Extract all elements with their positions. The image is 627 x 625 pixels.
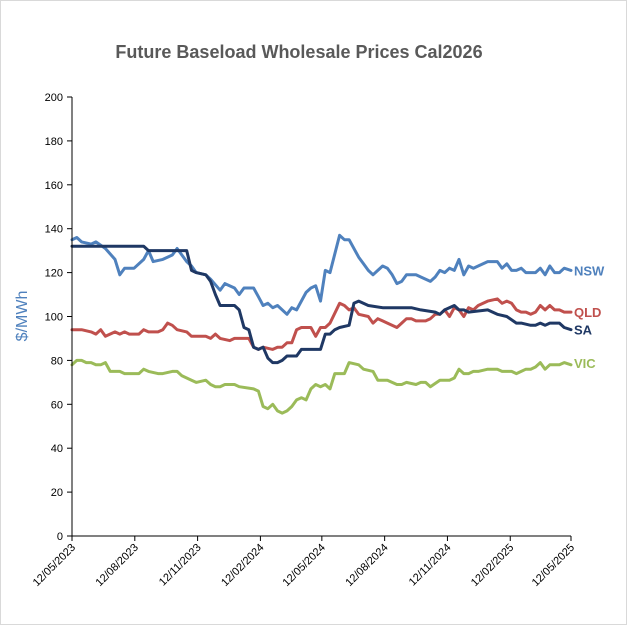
series-labels: NSW QLD SA VIC: [574, 263, 605, 370]
x-tick-label: 12/11/2023: [157, 542, 204, 589]
y-axis-label: $/MWh: [14, 291, 31, 342]
x-tick-label: 12/11/2024: [407, 542, 454, 589]
x-tick-label: 12/02/2024: [219, 542, 266, 589]
y-tick-label: 140: [45, 224, 63, 236]
y-tick-label: 100: [45, 312, 63, 324]
x-tick-label: 12/05/2024: [281, 542, 328, 589]
x-axis-ticks: 12/05/2023 12/08/2023 12/11/2023 12/02/2024…: [31, 536, 577, 589]
series-line-nsw: [70, 233, 573, 316]
x-tick-label: 12/08/2024: [343, 542, 390, 589]
y-tick-label: 0: [57, 531, 63, 543]
series-line-sa: [70, 244, 573, 365]
series-label-vic: VIC: [574, 356, 596, 371]
y-tick-label: 200: [45, 92, 63, 104]
series-label-qld: QLD: [574, 305, 601, 320]
chart-title: Future Baseload Wholesale Prices Cal2026: [115, 42, 482, 62]
series-label-sa: SA: [574, 323, 593, 338]
x-tick-label: 12/02/2025: [469, 542, 516, 589]
series-lines: [70, 233, 573, 415]
x-tick-label: 12/08/2023: [94, 542, 141, 589]
y-tick-label: 20: [51, 487, 63, 499]
y-tick-label: 160: [45, 180, 63, 192]
y-tick-label: 80: [51, 355, 63, 367]
y-tick-label: 120: [45, 268, 63, 280]
y-tick-label: 60: [51, 399, 63, 411]
x-tick-label: 12/05/2025: [530, 542, 577, 589]
y-tick-label: 180: [45, 136, 63, 148]
series-line-vic: [70, 358, 573, 415]
y-axis-ticks: 0 20 40 60 80 100 120 140 160 180 200: [45, 92, 72, 543]
series-label-nsw: NSW: [574, 263, 605, 278]
x-tick-label: 12/05/2023: [31, 542, 78, 589]
y-tick-label: 40: [51, 443, 63, 455]
series-line-qld: [70, 297, 573, 351]
